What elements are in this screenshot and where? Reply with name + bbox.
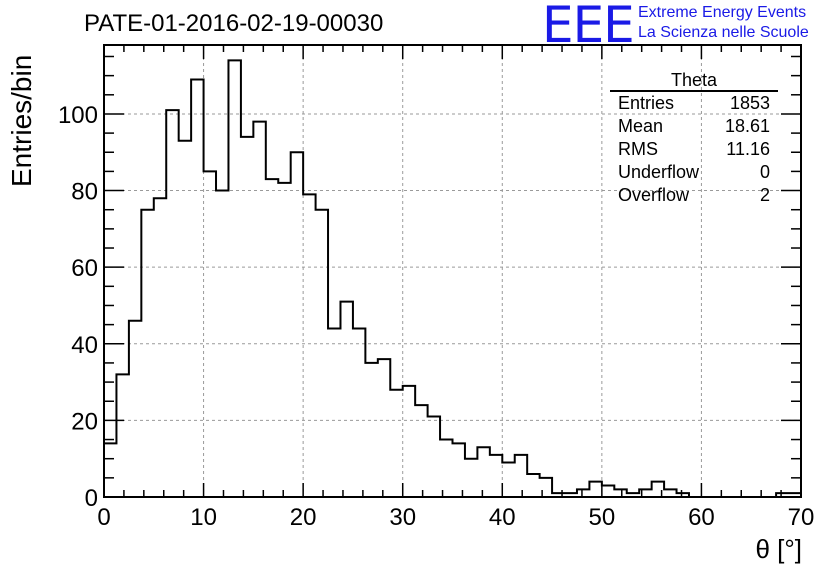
y-tick-label: 40 <box>71 332 98 359</box>
x-tick-label: 50 <box>589 504 616 531</box>
stats-value: 1853 <box>729 93 770 113</box>
stats-value: 2 <box>759 185 770 205</box>
stats-value: 0 <box>759 162 770 182</box>
stats-row: Overflow 2 <box>610 184 778 207</box>
y-axis-label: Entries/bin <box>6 54 37 187</box>
chart-title: PATE-01-2016-02-19-00030 <box>84 10 384 37</box>
x-tick-label: 0 <box>97 504 110 531</box>
stats-row: Underflow 0 <box>610 161 778 184</box>
stats-box: Theta Entries 1853 Mean 18.61 RMS 11.16 … <box>610 70 778 207</box>
stats-label: Underflow <box>618 162 700 182</box>
stats-row: RMS 11.16 <box>610 138 778 161</box>
x-tick-label: 20 <box>290 504 317 531</box>
x-axis-label: θ [°] <box>755 534 802 564</box>
stats-label: Overflow <box>618 185 690 205</box>
stats-row: Mean 18.61 <box>610 115 778 138</box>
y-tick-label: 0 <box>85 485 98 512</box>
y-tick-label: 60 <box>71 255 98 282</box>
y-tick-label: 100 <box>58 102 98 129</box>
y-tick-label: 20 <box>71 408 98 435</box>
x-tick-label: 70 <box>788 504 815 531</box>
x-tick-label: 60 <box>688 504 715 531</box>
x-tick-label: 30 <box>389 504 416 531</box>
logo-line1: Extreme Energy Events <box>638 4 807 21</box>
histogram-series-line <box>103 59 802 498</box>
stats-label: Entries <box>618 93 675 113</box>
eee-logo: EEE <box>542 0 635 54</box>
stats-row: Entries 1853 <box>610 92 778 115</box>
x-tick-label: 40 <box>489 504 516 531</box>
axis-ticks <box>103 45 802 498</box>
stats-value: 18.61 <box>724 116 770 136</box>
stats-label: RMS <box>618 139 658 159</box>
stats-title: Theta <box>610 70 778 92</box>
x-tick-label: 10 <box>190 504 217 531</box>
logo-line2: La Scienza nelle Scuole <box>638 24 809 41</box>
stats-value: 11.16 <box>726 139 770 159</box>
plot-frame <box>103 44 802 498</box>
y-tick-label: 80 <box>71 179 98 206</box>
stats-label: Mean <box>618 116 664 136</box>
